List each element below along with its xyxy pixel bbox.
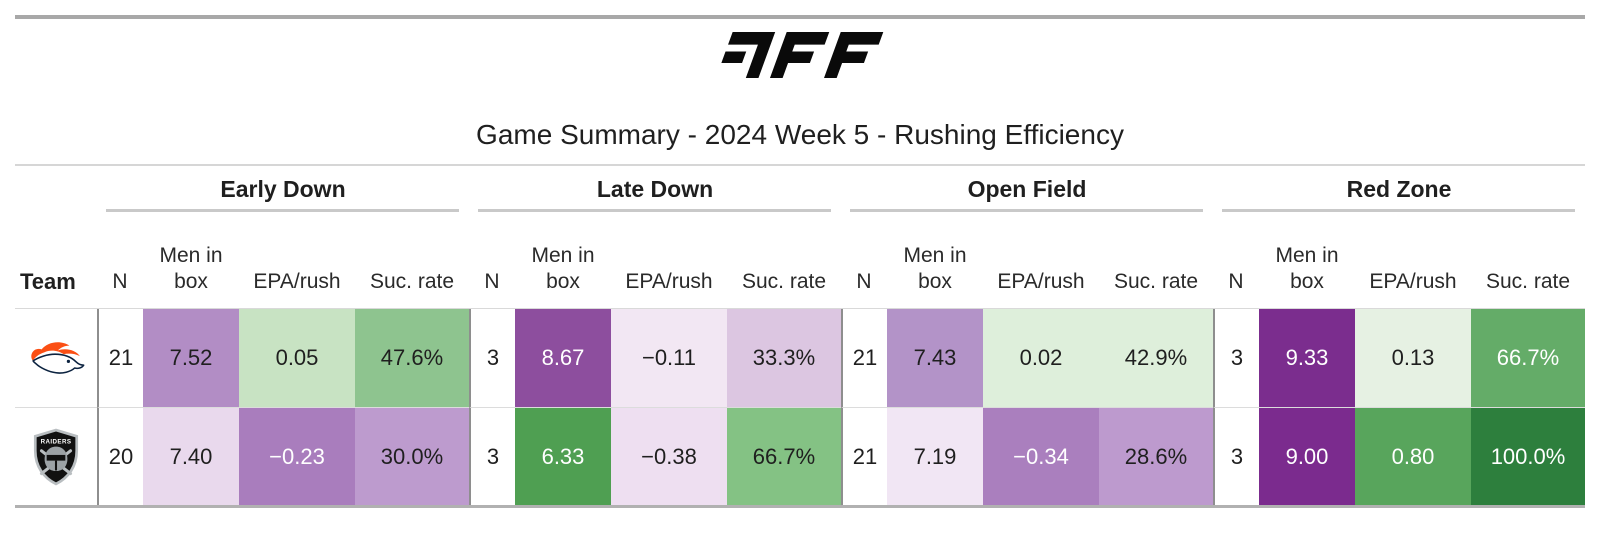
group-header-early-down: Early Down — [97, 166, 469, 212]
n-cell: 3 — [469, 407, 515, 505]
pff-logo-icon — [720, 32, 883, 78]
column-header-suc-rate: Suc. rate — [741, 269, 827, 293]
column-header-n: N — [484, 269, 500, 293]
n-cell: 3 — [469, 309, 515, 407]
men-in-box-cell: 9.00 — [1259, 407, 1355, 505]
bottom-divider — [15, 505, 1585, 508]
men-in-box-cell: 6.33 — [515, 407, 611, 505]
divider — [15, 164, 1585, 166]
divider — [15, 308, 1585, 309]
group-header-label: Late Down — [596, 175, 714, 202]
column-header-team: Team — [20, 269, 76, 294]
epa-rush-cell: 0.02 — [983, 309, 1099, 407]
group-header-spacer — [15, 166, 97, 212]
column-header-suc-rate: Suc. rate — [1485, 269, 1571, 293]
suc-rate-cell: 47.6% — [355, 309, 469, 407]
epa-rush-cell: 0.80 — [1355, 407, 1471, 505]
n-cell: 21 — [97, 309, 143, 407]
men-in-box-cell: 9.33 — [1259, 309, 1355, 407]
group-underline — [1222, 209, 1575, 212]
column-header-epa-rush: EPA/rush — [1369, 269, 1457, 293]
table-row-broncos: 21 7.52 0.05 47.6% 3 8.67 −0.11 33.3% 21… — [15, 309, 1585, 407]
suc-rate-cell: 28.6% — [1099, 407, 1213, 505]
top-divider — [15, 15, 1585, 19]
column-header-n: N — [1228, 269, 1244, 293]
logo-container — [0, 32, 1600, 78]
n-cell: 3 — [1213, 407, 1259, 505]
epa-rush-cell: 0.05 — [239, 309, 355, 407]
column-header-men-in-box: Men in box — [903, 243, 967, 293]
column-header-epa-rush: EPA/rush — [253, 269, 341, 293]
column-header-suc-rate: Suc. rate — [369, 269, 455, 293]
broncos-logo-icon — [31, 342, 85, 374]
team-logo-cell: RAIDERS — [15, 407, 97, 505]
suc-rate-cell: 66.7% — [1471, 309, 1585, 407]
column-header-n: N — [856, 269, 872, 293]
column-header-n: N — [112, 269, 128, 293]
group-header-label: Red Zone — [1346, 175, 1452, 202]
group-header-row: Early Down Late Down Open Field Red Zone — [15, 166, 1585, 212]
team-logo-cell — [15, 309, 97, 407]
men-in-box-cell: 8.67 — [515, 309, 611, 407]
column-header-row: Team N Men in box EPA/rush Suc. rate N M… — [15, 212, 1585, 308]
suc-rate-cell: 30.0% — [355, 407, 469, 505]
epa-rush-cell: 0.13 — [1355, 309, 1471, 407]
column-header-suc-rate: Suc. rate — [1113, 269, 1199, 293]
group-header-label: Open Field — [967, 175, 1087, 202]
group-header-late-down: Late Down — [469, 166, 841, 212]
group-underline — [478, 209, 831, 212]
raiders-logo-icon: RAIDERS — [33, 428, 79, 485]
n-cell: 21 — [841, 309, 887, 407]
suc-rate-cell: 100.0% — [1471, 407, 1585, 505]
n-cell: 21 — [841, 407, 887, 505]
table-row-raiders: RAIDERS 20 7.40 −0.23 30.0% 3 6.33 −0.38… — [15, 407, 1585, 505]
group-header-label: Early Down — [220, 175, 346, 202]
group-header-open-field: Open Field — [841, 166, 1213, 212]
epa-rush-cell: −0.34 — [983, 407, 1099, 505]
epa-rush-cell: −0.23 — [239, 407, 355, 505]
men-in-box-cell: 7.43 — [887, 309, 983, 407]
group-header-red-zone: Red Zone — [1213, 166, 1585, 212]
men-in-box-cell: 7.40 — [143, 407, 239, 505]
column-header-epa-rush: EPA/rush — [625, 269, 713, 293]
column-header-men-in-box: Men in box — [1275, 243, 1339, 293]
suc-rate-cell: 33.3% — [727, 309, 841, 407]
n-cell: 20 — [97, 407, 143, 505]
group-underline — [106, 209, 459, 212]
stats-table: Early Down Late Down Open Field Red Zone… — [15, 164, 1585, 508]
column-header-men-in-box: Men in box — [531, 243, 595, 293]
men-in-box-cell: 7.52 — [143, 309, 239, 407]
raiders-wordmark: RAIDERS — [41, 438, 72, 445]
group-underline — [850, 209, 1203, 212]
pff-game-summary-card: Game Summary - 2024 Week 5 - Rushing Eff… — [0, 15, 1600, 508]
suc-rate-cell: 66.7% — [727, 407, 841, 505]
epa-rush-cell: −0.38 — [611, 407, 727, 505]
men-in-box-cell: 7.19 — [887, 407, 983, 505]
suc-rate-cell: 42.9% — [1099, 309, 1213, 407]
n-cell: 3 — [1213, 309, 1259, 407]
column-header-epa-rush: EPA/rush — [997, 269, 1085, 293]
page-title: Game Summary - 2024 Week 5 - Rushing Eff… — [476, 119, 1124, 150]
column-header-men-in-box: Men in box — [159, 243, 223, 293]
epa-rush-cell: −0.11 — [611, 309, 727, 407]
